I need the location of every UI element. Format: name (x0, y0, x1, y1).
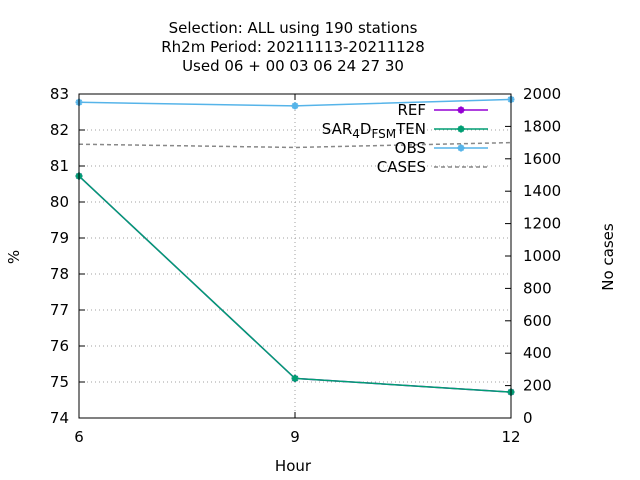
title-line-2: Rh2m Period: 20211113-20211128 (161, 38, 425, 56)
y2-tick-label: 600 (523, 312, 552, 330)
y-tick-label: 75 (50, 373, 69, 391)
data-point (291, 374, 299, 382)
legend-item: REF (397, 101, 488, 119)
data-point (291, 102, 299, 110)
y-tick-label: 78 (50, 265, 69, 283)
grid (79, 94, 511, 418)
chart-title: Selection: ALL using 190 stations Rh2m P… (161, 19, 425, 75)
y2-tick-label: 400 (523, 344, 552, 362)
y2-tick-label: 1400 (523, 182, 561, 200)
y2-tick-label: 800 (523, 279, 552, 297)
y-tick-label: 74 (50, 409, 69, 427)
title-line-3: Used 06 + 00 03 06 24 27 30 (182, 57, 404, 75)
legend-label: SAR4DFSMTEN (322, 120, 426, 141)
axes: 74 75 76 77 78 79 80 81 82 83 6 9 120 200 400 600 800 100… (50, 85, 561, 446)
y-tick-label: 77 (50, 301, 69, 319)
legend-item: CASES (377, 158, 488, 176)
legend-label: CASES (377, 158, 426, 176)
legend-item: SAR4DFSMTEN (322, 120, 488, 141)
y2-tick-label: 1000 (523, 247, 561, 265)
y-tick-label: 76 (50, 337, 69, 355)
y2-tick-label: 1800 (523, 117, 561, 135)
title-line-1: Selection: ALL using 190 stations (169, 19, 418, 37)
legend-label: REF (397, 101, 426, 119)
y2-tick-label: 1200 (523, 215, 561, 233)
y-tick-label: 83 (50, 85, 69, 103)
y-tick-label: 79 (50, 229, 69, 247)
y-tick-label: 82 (50, 121, 69, 139)
legend-label: OBS (395, 139, 426, 157)
x-tick-label: 12 (501, 428, 520, 446)
y2-axis-label: No cases (599, 223, 617, 291)
x-axis-label: Hour (275, 457, 312, 475)
series-line-cases (78, 141, 512, 149)
y-axis-label: % (5, 250, 23, 264)
y-tick-label: 80 (50, 193, 69, 211)
y-tick-label: 81 (50, 157, 69, 175)
y2-tick-label: 2000 (523, 85, 561, 103)
legend-marker (457, 125, 465, 133)
y2-tick-label: 1600 (523, 150, 561, 168)
y2-tick-label: 0 (523, 409, 533, 427)
legend-item: OBS (395, 139, 488, 157)
series-line-sar-4d-fs-m-ten (78, 175, 512, 393)
series-line-ref (78, 175, 512, 393)
legend-marker (457, 144, 465, 152)
legend-marker (457, 106, 465, 114)
x-tick-label: 9 (290, 428, 300, 446)
x-tick-label: 6 (74, 428, 84, 446)
y2-tick-label: 200 (523, 377, 552, 395)
